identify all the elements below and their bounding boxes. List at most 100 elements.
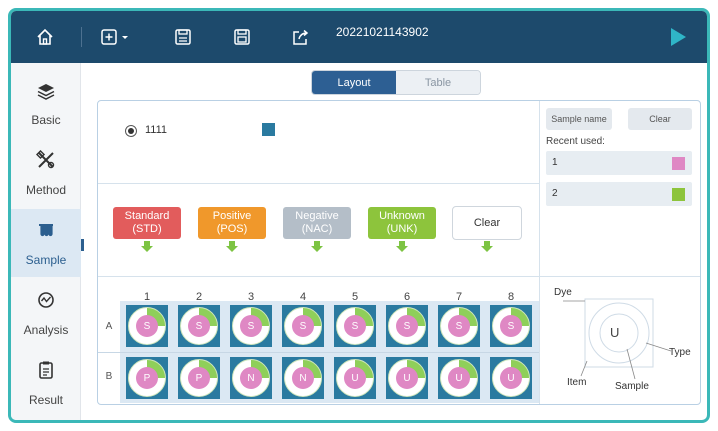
- column-header[interactable]: 6: [403, 291, 411, 303]
- row-separator: [98, 352, 539, 353]
- recent-sample-item[interactable]: 1: [546, 151, 692, 175]
- well-a2[interactable]: S: [178, 305, 220, 347]
- type-abbr: (POS): [216, 223, 248, 235]
- well-ring: S: [492, 307, 530, 345]
- divider: [98, 276, 700, 277]
- well-a1[interactable]: S: [126, 305, 168, 347]
- dye-radio[interactable]: [125, 125, 137, 137]
- column-header[interactable]: 2: [195, 291, 203, 303]
- well-type: P: [188, 367, 210, 389]
- column-header[interactable]: 7: [455, 291, 463, 303]
- recent-sample-item[interactable]: 2: [546, 182, 692, 206]
- well-ring: U: [336, 359, 374, 397]
- standard-type-button[interactable]: Standard (STD): [113, 207, 181, 239]
- well-type: S: [292, 315, 314, 337]
- type-abbr: (NAC): [301, 223, 333, 235]
- well-ring: S: [232, 307, 270, 345]
- well-ring: U: [492, 359, 530, 397]
- well-ring: U: [440, 359, 478, 397]
- type-label: Negative: [295, 210, 339, 222]
- column-header[interactable]: 3: [247, 291, 255, 303]
- app-window: 20221021143902 Basic Method Sample: [8, 8, 710, 423]
- unknown-type-button[interactable]: Unknown (UNK): [368, 207, 436, 239]
- home-icon[interactable]: [33, 25, 57, 49]
- well-a5[interactable]: S: [334, 305, 376, 347]
- type-label: Positive: [212, 210, 252, 222]
- well-ring: P: [180, 359, 218, 397]
- well-b1[interactable]: P: [126, 357, 168, 399]
- well-b8[interactable]: U: [490, 357, 532, 399]
- well-b3[interactable]: N: [230, 357, 272, 399]
- recent-sample-swatch: [672, 188, 685, 201]
- legend-type-label: Type: [669, 347, 691, 358]
- well-ring: P: [128, 359, 166, 397]
- sidebar-item-analysis[interactable]: Analysis: [11, 279, 81, 347]
- well-type: U: [500, 367, 522, 389]
- recent-sample-name: 1: [552, 157, 558, 168]
- save-as-icon[interactable]: [230, 25, 254, 49]
- well-type: S: [448, 315, 470, 337]
- tab-table[interactable]: Table: [396, 71, 480, 94]
- well-a6[interactable]: S: [386, 305, 428, 347]
- sidebar-item-result[interactable]: Result: [11, 349, 81, 417]
- well-a8[interactable]: S: [490, 305, 532, 347]
- well-b6[interactable]: U: [386, 357, 428, 399]
- column-header[interactable]: 4: [299, 291, 307, 303]
- negative-type-button[interactable]: Negative (NAC): [283, 207, 351, 239]
- top-toolbar: 20221021143902: [11, 11, 707, 63]
- legend-dye-label: Dye: [554, 287, 572, 298]
- row-header[interactable]: A: [105, 321, 113, 332]
- column-header[interactable]: 1: [143, 291, 151, 303]
- plate-icon: [36, 222, 56, 245]
- sidebar-item-label: Method: [25, 183, 67, 197]
- sidebar-item-method[interactable]: Method: [11, 139, 81, 207]
- type-label: Unknown: [379, 210, 425, 222]
- well-type: U: [344, 367, 366, 389]
- sidebar-item-label: Sample: [25, 253, 67, 267]
- export-icon[interactable]: [289, 25, 313, 49]
- well-a3[interactable]: S: [230, 305, 272, 347]
- toolbar-divider: [81, 27, 82, 47]
- legend-center-label: U: [610, 325, 620, 340]
- well-type: U: [448, 367, 470, 389]
- sidebar-item-label: Analysis: [23, 323, 69, 337]
- clear-sample-button[interactable]: Clear: [628, 108, 692, 130]
- divider: [539, 101, 540, 404]
- well-b2[interactable]: P: [178, 357, 220, 399]
- dye-color-swatch[interactable]: [262, 123, 275, 136]
- recent-sample-name: 2: [552, 188, 558, 199]
- positive-type-button[interactable]: Positive (POS): [198, 207, 266, 239]
- well-b7[interactable]: U: [438, 357, 480, 399]
- well-a4[interactable]: S: [282, 305, 324, 347]
- sidebar-item-basic[interactable]: Basic: [11, 69, 81, 137]
- well-a7[interactable]: S: [438, 305, 480, 347]
- run-icon[interactable]: [667, 25, 689, 49]
- column-header[interactable]: 8: [507, 291, 515, 303]
- legend-graphic: [563, 298, 672, 380]
- well-b4[interactable]: N: [282, 357, 324, 399]
- well-type: S: [188, 315, 210, 337]
- type-label: Standard: [124, 210, 170, 222]
- well-type: S: [240, 315, 262, 337]
- divider: [98, 183, 539, 184]
- well-type: S: [344, 315, 366, 337]
- well-ring: S: [284, 307, 322, 345]
- well-ring: N: [284, 359, 322, 397]
- save-icon[interactable]: [171, 25, 195, 49]
- tab-layout[interactable]: Layout: [312, 71, 396, 94]
- well-ring: S: [336, 307, 374, 345]
- row-header[interactable]: B: [105, 371, 113, 382]
- well-type: U: [396, 367, 418, 389]
- new-file-icon[interactable]: [99, 25, 133, 49]
- well-b5[interactable]: U: [334, 357, 376, 399]
- well-type: P: [136, 367, 158, 389]
- analysis-icon: [36, 290, 56, 315]
- sidebar-item-label: Basic: [31, 113, 61, 127]
- well-ring: S: [180, 307, 218, 345]
- well-ring: S: [440, 307, 478, 345]
- well-ring: U: [388, 359, 426, 397]
- clear-type-button[interactable]: Clear: [452, 206, 522, 240]
- column-header[interactable]: 5: [351, 291, 359, 303]
- sidebar-item-sample[interactable]: Sample: [11, 209, 84, 277]
- sample-name-button[interactable]: Sample name: [546, 108, 612, 130]
